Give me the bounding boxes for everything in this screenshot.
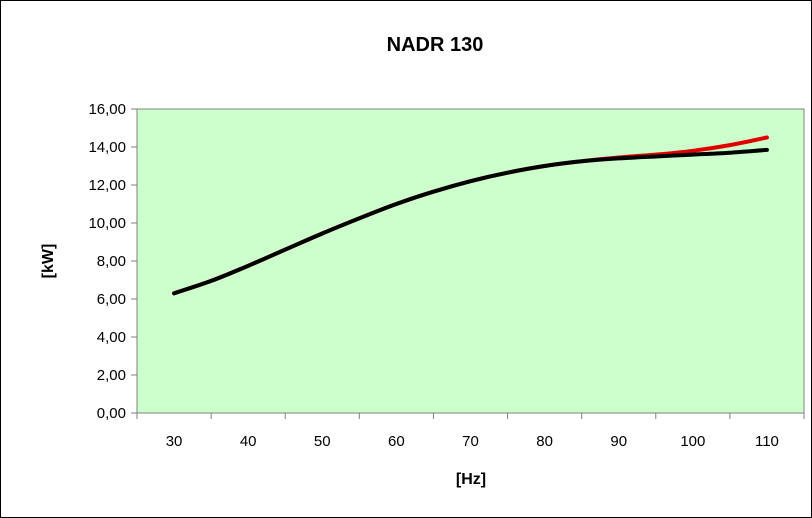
- plot-area: [136, 108, 805, 414]
- y-tick-label: 0,00: [97, 405, 126, 422]
- y-tick-label: 2,00: [97, 367, 126, 384]
- series-layer: [172, 135, 769, 296]
- y-tick-label: 12,00: [88, 177, 126, 194]
- chart-title: NADR 130: [387, 34, 484, 56]
- y-axis-title: [kW]: [40, 244, 57, 279]
- y-axis: 0,00 2,00 4,00 6,00 8,00 10,00 12,00 14,00 16,00: [88, 101, 138, 422]
- x-axis: 30 40 50 60 70 80 90 100 110: [136, 412, 805, 450]
- y-tick-label: 6,00: [97, 291, 126, 308]
- x-tick-label: 80: [536, 433, 553, 450]
- series-line-2: [172, 147, 769, 296]
- y-tick-label: 14,00: [88, 139, 126, 156]
- x-tick-label: 40: [240, 433, 257, 450]
- x-tick-label: 110: [755, 433, 779, 450]
- x-tick-label: 50: [314, 433, 331, 450]
- x-tick-label: 90: [610, 433, 627, 450]
- x-tick-label: 60: [388, 433, 405, 450]
- x-tick-label: 100: [680, 433, 705, 450]
- x-tick-label: 70: [462, 433, 479, 450]
- y-tick-label: 10,00: [88, 215, 126, 232]
- x-tick-label: 30: [166, 433, 183, 450]
- x-axis-title: [Hz]: [456, 471, 486, 488]
- y-tick-label: 4,00: [97, 329, 126, 346]
- y-tick-label: 8,00: [97, 253, 126, 270]
- y-tick-label: 16,00: [88, 101, 126, 118]
